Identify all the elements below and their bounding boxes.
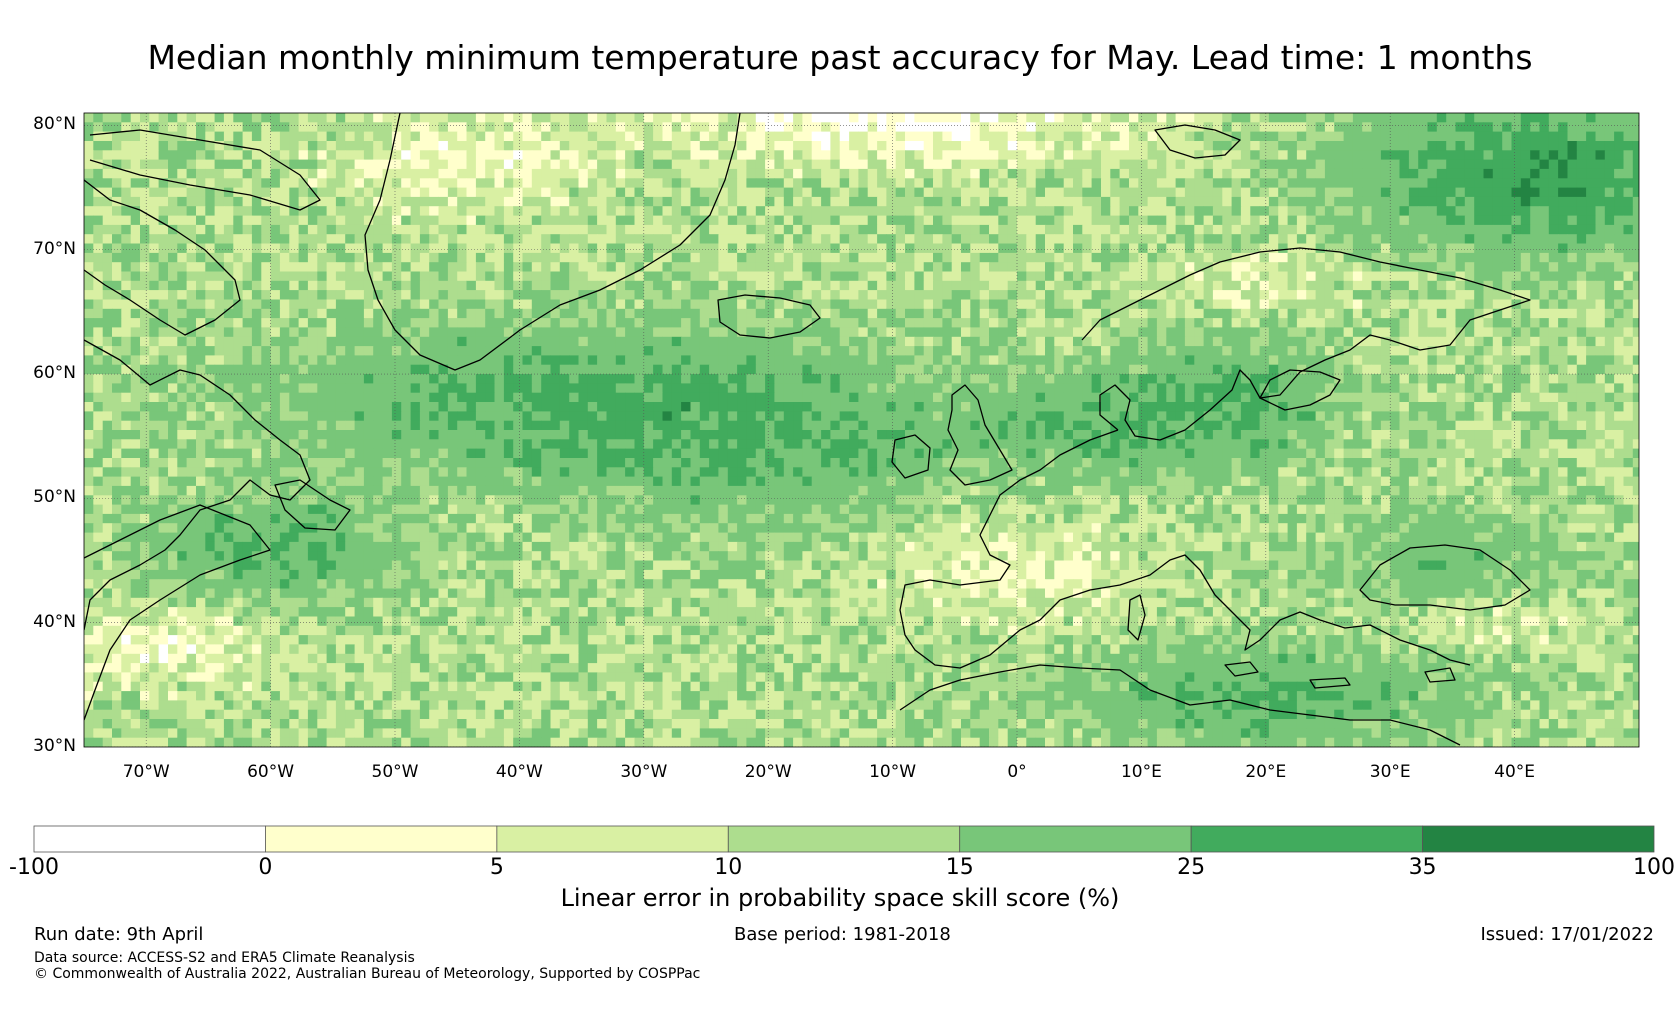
coast-svalbard	[1154, 124, 1241, 159]
skill-score-field	[84, 113, 1639, 747]
coast-eastern-canada	[84, 504, 271, 721]
coast-northern-mediterranean	[1039, 554, 1471, 666]
coast-ireland	[891, 434, 931, 479]
latitude-label: 70°N	[33, 238, 76, 259]
colorbar-label: Linear error in probability space skill …	[560, 884, 1120, 912]
colorbar-tick-label: 25	[1177, 855, 1206, 880]
coast-newfoundland	[274, 479, 351, 531]
longitude-label: 30°W	[620, 762, 668, 782]
colorbar-tick-label: -100	[9, 855, 59, 880]
coast-baffin	[84, 179, 241, 336]
longitude-label: 70°W	[122, 762, 170, 782]
colorbar-segment	[33, 825, 266, 853]
page-title: Median monthly minimum temperature past …	[147, 38, 1533, 77]
data-source: Data source: ACCESS-S2 and ERA5 Climate …	[34, 950, 415, 966]
longitude-label: 10°W	[869, 762, 917, 782]
coastlines	[84, 113, 1531, 746]
longitude-label: 10°E	[1120, 762, 1162, 782]
map-frame	[83, 112, 1640, 748]
latitude-label: 30°N	[33, 736, 76, 756]
coast-north-africa	[899, 664, 1461, 746]
latitude-label: 40°N	[33, 611, 76, 632]
coast-iceland	[717, 294, 821, 339]
colorbar-tick-label: 15	[945, 855, 974, 880]
longitude-label: 50°W	[371, 762, 419, 782]
colorbar-tick-label: 10	[714, 855, 743, 880]
colorbar-segment	[1422, 825, 1655, 853]
issued-date: Issued: 17/01/2022	[1480, 924, 1654, 945]
coast-greenland	[364, 113, 741, 371]
colorbar-segment	[959, 825, 1192, 853]
coast-crete	[1309, 677, 1351, 689]
longitude-label: 40°E	[1494, 762, 1536, 782]
base-period: Base period: 1981-2018	[734, 924, 951, 945]
coast-scandinavia	[1081, 247, 1531, 441]
coast-labrador	[84, 339, 311, 631]
longitude-label: 60°W	[247, 762, 295, 782]
longitude-label: 0°	[1007, 762, 1027, 782]
run-date: Run date: 9th April	[34, 924, 204, 945]
copyright: © Commonwealth of Australia 2022, Austra…	[34, 966, 701, 982]
colorbar-tick-label: 100	[1633, 855, 1675, 880]
colorbar-segment	[727, 825, 961, 853]
longitude-label: 30°E	[1369, 762, 1411, 782]
graticule	[84, 113, 1639, 747]
colorbar-tick-label: 5	[489, 855, 504, 880]
longitude-label: 40°W	[495, 762, 543, 782]
coast-corsica-sardinia	[1127, 594, 1146, 641]
coast-black-sea	[1359, 544, 1531, 611]
colorbar-tick-label: 35	[1408, 855, 1437, 880]
colorbar	[33, 825, 1655, 853]
colorbar-segment	[265, 825, 498, 853]
coast-gulf-of-finland	[1259, 369, 1341, 411]
coast-arctic-islands	[89, 129, 321, 211]
coast-sicily	[1224, 661, 1259, 677]
colorbar-segment	[496, 825, 729, 853]
colorbar-segment	[1190, 825, 1423, 853]
colorbar-tick-label: 0	[258, 855, 273, 880]
longitude-label: 20°E	[1245, 762, 1287, 782]
latitude-label: 80°N	[33, 114, 76, 135]
coast-western-europe	[899, 429, 1119, 669]
latitude-label: 60°N	[33, 363, 76, 384]
latitude-label: 50°N	[33, 487, 76, 508]
coast-great-britain	[947, 384, 1013, 486]
coast-cyprus	[1424, 667, 1456, 683]
longitude-label: 20°W	[744, 762, 792, 782]
